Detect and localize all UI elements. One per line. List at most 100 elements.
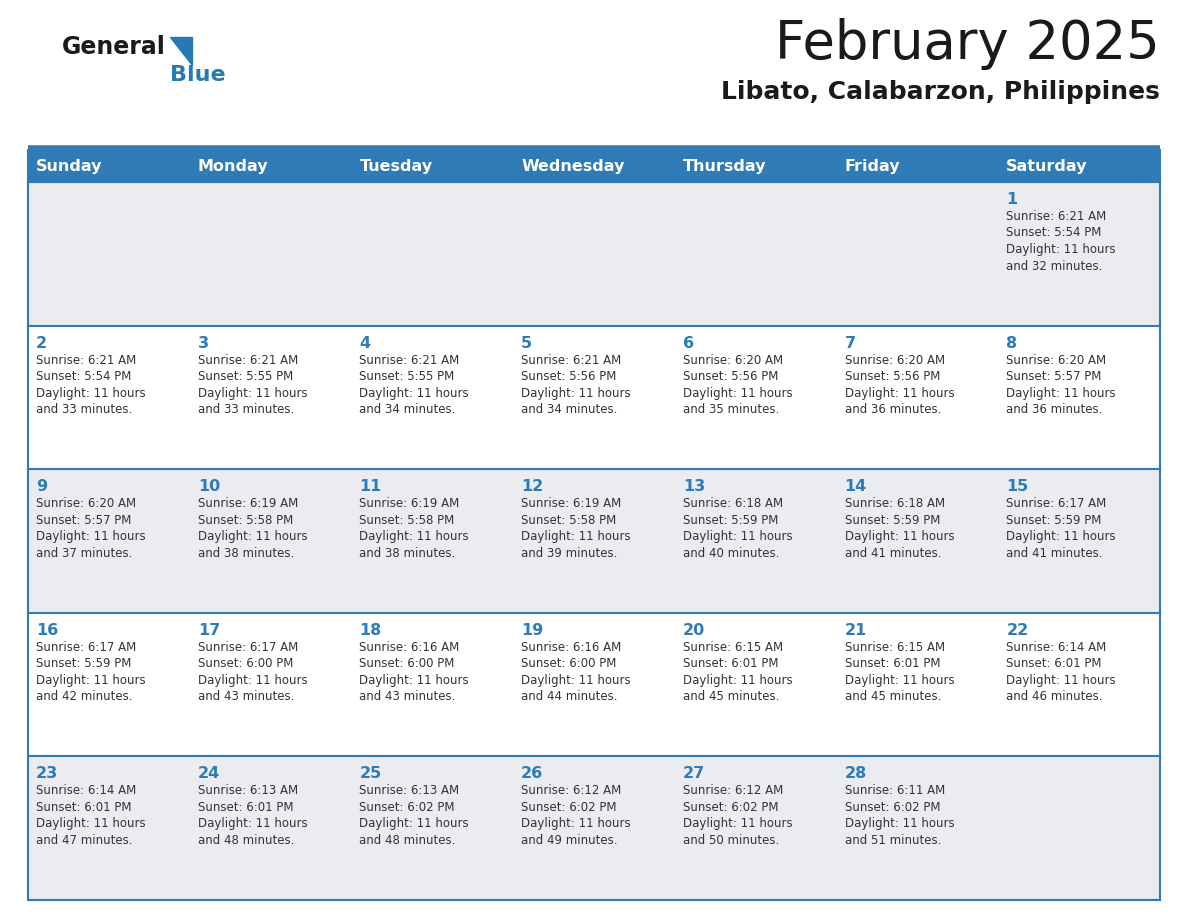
Text: and 36 minutes.: and 36 minutes. <box>1006 403 1102 416</box>
Text: and 50 minutes.: and 50 minutes. <box>683 834 779 847</box>
Text: 5: 5 <box>522 336 532 351</box>
Text: Sunset: 6:00 PM: Sunset: 6:00 PM <box>360 657 455 670</box>
Text: Sunset: 5:56 PM: Sunset: 5:56 PM <box>683 370 778 383</box>
Text: 13: 13 <box>683 479 706 494</box>
Text: Daylight: 11 hours: Daylight: 11 hours <box>845 817 954 831</box>
Text: 25: 25 <box>360 767 381 781</box>
Bar <box>29 469 190 613</box>
Text: Daylight: 11 hours: Daylight: 11 hours <box>522 386 631 399</box>
Text: Sunset: 6:02 PM: Sunset: 6:02 PM <box>683 800 778 814</box>
Bar <box>352 326 513 469</box>
Text: Sunrise: 6:20 AM: Sunrise: 6:20 AM <box>36 498 137 510</box>
Text: General: General <box>62 35 166 59</box>
Bar <box>675 182 836 326</box>
Bar <box>29 756 190 900</box>
Text: 4: 4 <box>360 336 371 351</box>
Text: Daylight: 11 hours: Daylight: 11 hours <box>360 531 469 543</box>
Text: Sunrise: 6:20 AM: Sunrise: 6:20 AM <box>1006 353 1106 366</box>
Text: Sunrise: 6:19 AM: Sunrise: 6:19 AM <box>197 498 298 510</box>
Text: Sunrise: 6:19 AM: Sunrise: 6:19 AM <box>360 498 460 510</box>
Text: Daylight: 11 hours: Daylight: 11 hours <box>845 386 954 399</box>
Text: 17: 17 <box>197 622 220 638</box>
Text: Monday: Monday <box>197 160 268 174</box>
Text: and 33 minutes.: and 33 minutes. <box>197 403 293 416</box>
Text: Sunrise: 6:12 AM: Sunrise: 6:12 AM <box>683 784 783 798</box>
Bar <box>513 469 675 613</box>
Text: Sunset: 5:59 PM: Sunset: 5:59 PM <box>683 514 778 527</box>
Text: Sunset: 5:54 PM: Sunset: 5:54 PM <box>36 370 132 383</box>
Text: 15: 15 <box>1006 479 1029 494</box>
Text: and 34 minutes.: and 34 minutes. <box>522 403 618 416</box>
Text: and 46 minutes.: and 46 minutes. <box>1006 690 1102 703</box>
Bar <box>998 182 1159 326</box>
Text: 18: 18 <box>360 622 381 638</box>
Text: Sunrise: 6:18 AM: Sunrise: 6:18 AM <box>845 498 944 510</box>
Text: and 42 minutes.: and 42 minutes. <box>36 690 133 703</box>
Text: Daylight: 11 hours: Daylight: 11 hours <box>683 817 792 831</box>
Bar <box>675 613 836 756</box>
Bar <box>998 613 1159 756</box>
Text: 3: 3 <box>197 336 209 351</box>
Text: Sunset: 5:59 PM: Sunset: 5:59 PM <box>845 514 940 527</box>
Text: Sunset: 5:59 PM: Sunset: 5:59 PM <box>1006 514 1101 527</box>
Text: Daylight: 11 hours: Daylight: 11 hours <box>36 531 146 543</box>
Text: Sunrise: 6:21 AM: Sunrise: 6:21 AM <box>522 353 621 366</box>
Text: Daylight: 11 hours: Daylight: 11 hours <box>845 674 954 687</box>
Text: Friday: Friday <box>845 160 901 174</box>
Text: Sunset: 6:01 PM: Sunset: 6:01 PM <box>845 657 940 670</box>
Text: and 33 minutes.: and 33 minutes. <box>36 403 132 416</box>
Text: Daylight: 11 hours: Daylight: 11 hours <box>36 386 146 399</box>
Text: Blue: Blue <box>170 65 226 85</box>
Bar <box>675 756 836 900</box>
Text: Sunrise: 6:16 AM: Sunrise: 6:16 AM <box>522 641 621 654</box>
Text: Daylight: 11 hours: Daylight: 11 hours <box>36 817 146 831</box>
Bar <box>190 756 352 900</box>
Text: and 49 minutes.: and 49 minutes. <box>522 834 618 847</box>
Text: Daylight: 11 hours: Daylight: 11 hours <box>845 531 954 543</box>
Text: and 39 minutes.: and 39 minutes. <box>522 547 618 560</box>
Text: Sunset: 6:01 PM: Sunset: 6:01 PM <box>1006 657 1101 670</box>
Bar <box>352 150 513 182</box>
Bar <box>836 326 998 469</box>
Bar <box>190 613 352 756</box>
Text: Sunrise: 6:14 AM: Sunrise: 6:14 AM <box>36 784 137 798</box>
Text: Daylight: 11 hours: Daylight: 11 hours <box>522 531 631 543</box>
Text: 1: 1 <box>1006 192 1017 207</box>
Text: and 38 minutes.: and 38 minutes. <box>197 547 293 560</box>
Text: and 37 minutes.: and 37 minutes. <box>36 547 132 560</box>
Text: 19: 19 <box>522 622 543 638</box>
Text: and 35 minutes.: and 35 minutes. <box>683 403 779 416</box>
Bar <box>190 326 352 469</box>
Text: 10: 10 <box>197 479 220 494</box>
Text: Sunset: 6:02 PM: Sunset: 6:02 PM <box>522 800 617 814</box>
Text: Sunset: 6:00 PM: Sunset: 6:00 PM <box>197 657 293 670</box>
Text: Sunrise: 6:17 AM: Sunrise: 6:17 AM <box>36 641 137 654</box>
Text: and 34 minutes.: and 34 minutes. <box>360 403 456 416</box>
Text: 2: 2 <box>36 336 48 351</box>
Text: Sunset: 6:02 PM: Sunset: 6:02 PM <box>360 800 455 814</box>
Text: Sunset: 5:55 PM: Sunset: 5:55 PM <box>360 370 455 383</box>
Bar <box>836 469 998 613</box>
Text: and 44 minutes.: and 44 minutes. <box>522 690 618 703</box>
Bar <box>29 613 190 756</box>
Text: Sunset: 5:58 PM: Sunset: 5:58 PM <box>360 514 455 527</box>
Text: Daylight: 11 hours: Daylight: 11 hours <box>683 674 792 687</box>
Text: Sunset: 5:59 PM: Sunset: 5:59 PM <box>36 657 132 670</box>
Text: Sunrise: 6:18 AM: Sunrise: 6:18 AM <box>683 498 783 510</box>
Text: 7: 7 <box>845 336 855 351</box>
Text: Sunrise: 6:21 AM: Sunrise: 6:21 AM <box>1006 210 1106 223</box>
Text: Sunset: 6:00 PM: Sunset: 6:00 PM <box>522 657 617 670</box>
Text: Sunset: 5:57 PM: Sunset: 5:57 PM <box>36 514 132 527</box>
Text: and 45 minutes.: and 45 minutes. <box>845 690 941 703</box>
Bar <box>836 613 998 756</box>
Text: Daylight: 11 hours: Daylight: 11 hours <box>1006 386 1116 399</box>
Text: 27: 27 <box>683 767 706 781</box>
Text: Sunset: 5:58 PM: Sunset: 5:58 PM <box>522 514 617 527</box>
Text: Sunset: 6:01 PM: Sunset: 6:01 PM <box>197 800 293 814</box>
Text: Daylight: 11 hours: Daylight: 11 hours <box>197 531 308 543</box>
Text: and 45 minutes.: and 45 minutes. <box>683 690 779 703</box>
Bar <box>352 613 513 756</box>
Text: 23: 23 <box>36 767 58 781</box>
Text: Daylight: 11 hours: Daylight: 11 hours <box>197 674 308 687</box>
Text: Libato, Calabarzon, Philippines: Libato, Calabarzon, Philippines <box>721 80 1159 104</box>
